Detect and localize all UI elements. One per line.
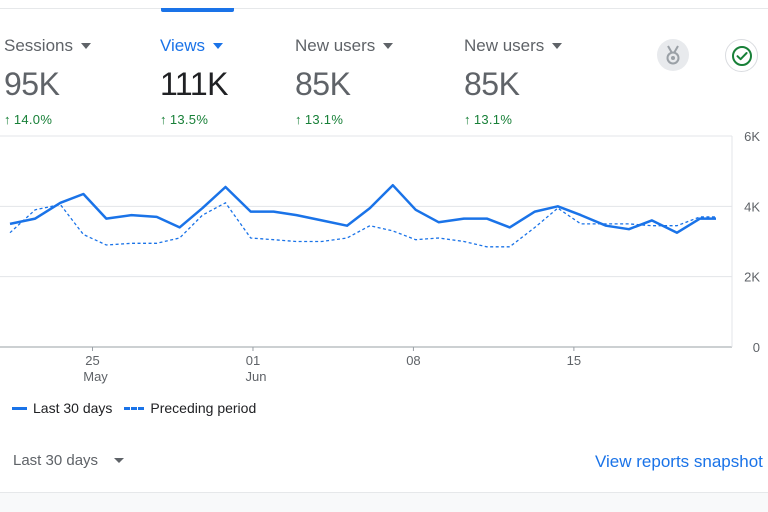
arrow-up-icon: ↑ — [4, 112, 11, 127]
metric-label-dropdown[interactable]: New users — [295, 36, 394, 56]
metric-label-dropdown[interactable]: Sessions — [4, 36, 91, 56]
metric-delta: ↑ 13.1% — [295, 112, 344, 127]
metric-card-new-users-2[interactable]: New users 85K ↑ 13.1% — [464, 36, 563, 127]
metric-card-new-users[interactable]: New users 85K ↑ 13.1% — [295, 36, 394, 127]
metric-value: 85K — [464, 66, 520, 102]
metric-label-dropdown[interactable]: Views — [160, 36, 228, 56]
chart-grid — [0, 135, 733, 348]
bottom-panel — [0, 493, 768, 512]
y-tick-label: 6K — [744, 129, 760, 144]
legend-item-current: Last 30 days — [12, 400, 112, 416]
metric-value: 85K — [295, 66, 351, 102]
arrow-up-icon: ↑ — [295, 112, 302, 127]
y-tick-label: 4K — [744, 199, 760, 214]
metric-delta: ↑ 13.5% — [160, 112, 209, 127]
active-tab-indicator — [161, 8, 234, 12]
caret-down-icon — [114, 458, 125, 463]
y-tick-label: 2K — [744, 270, 760, 285]
x-tick-label: 01 — [246, 353, 260, 368]
bottom-border — [0, 492, 768, 493]
award-badge-icon — [666, 45, 680, 65]
x-tick-label: 08 — [406, 353, 420, 368]
arrow-up-icon: ↑ — [160, 112, 167, 127]
award-badge-button[interactable] — [657, 39, 689, 71]
caret-down-icon — [383, 43, 394, 49]
x-tick-label: 25 — [85, 353, 99, 368]
metric-value: 111K — [160, 66, 228, 102]
check-circle-icon — [731, 45, 752, 66]
status-check-button[interactable] — [725, 39, 758, 72]
x-tick-sublabel: Jun — [245, 369, 266, 384]
x-tick-label: 15 — [567, 353, 581, 368]
metric-delta: ↑ 13.1% — [464, 112, 513, 127]
x-tick-sublabel: May — [83, 369, 108, 384]
chart-legend: Last 30 days Preceding period — [12, 400, 268, 416]
legend-solid-swatch — [12, 406, 27, 410]
caret-down-icon — [213, 43, 224, 49]
metric-card-sessions[interactable]: Sessions 95K ↑ 14.0% — [4, 36, 91, 127]
legend-dashed-swatch — [124, 406, 145, 410]
view-reports-snapshot-link[interactable]: View reports snapshot — [595, 452, 763, 471]
y-tick-label: 0 — [753, 340, 760, 355]
metric-label-dropdown[interactable]: New users — [464, 36, 563, 56]
caret-down-icon — [80, 43, 91, 49]
top-border — [0, 8, 768, 9]
metric-card-views[interactable]: Views 111K ↑ 13.5% — [160, 36, 228, 127]
date-range-dropdown[interactable]: Last 30 days — [13, 452, 125, 469]
metric-delta: ↑ 14.0% — [4, 112, 53, 127]
y-axis-ticks: 6K 4K 2K 0 — [744, 129, 760, 355]
metric-value: 95K — [4, 66, 60, 102]
series-line-last-30-days — [9, 183, 716, 234]
legend-item-previous: Preceding period — [124, 400, 256, 416]
arrow-up-icon: ↑ — [464, 112, 471, 127]
series-line-preceding-period — [9, 201, 716, 248]
caret-down-icon — [552, 43, 563, 49]
